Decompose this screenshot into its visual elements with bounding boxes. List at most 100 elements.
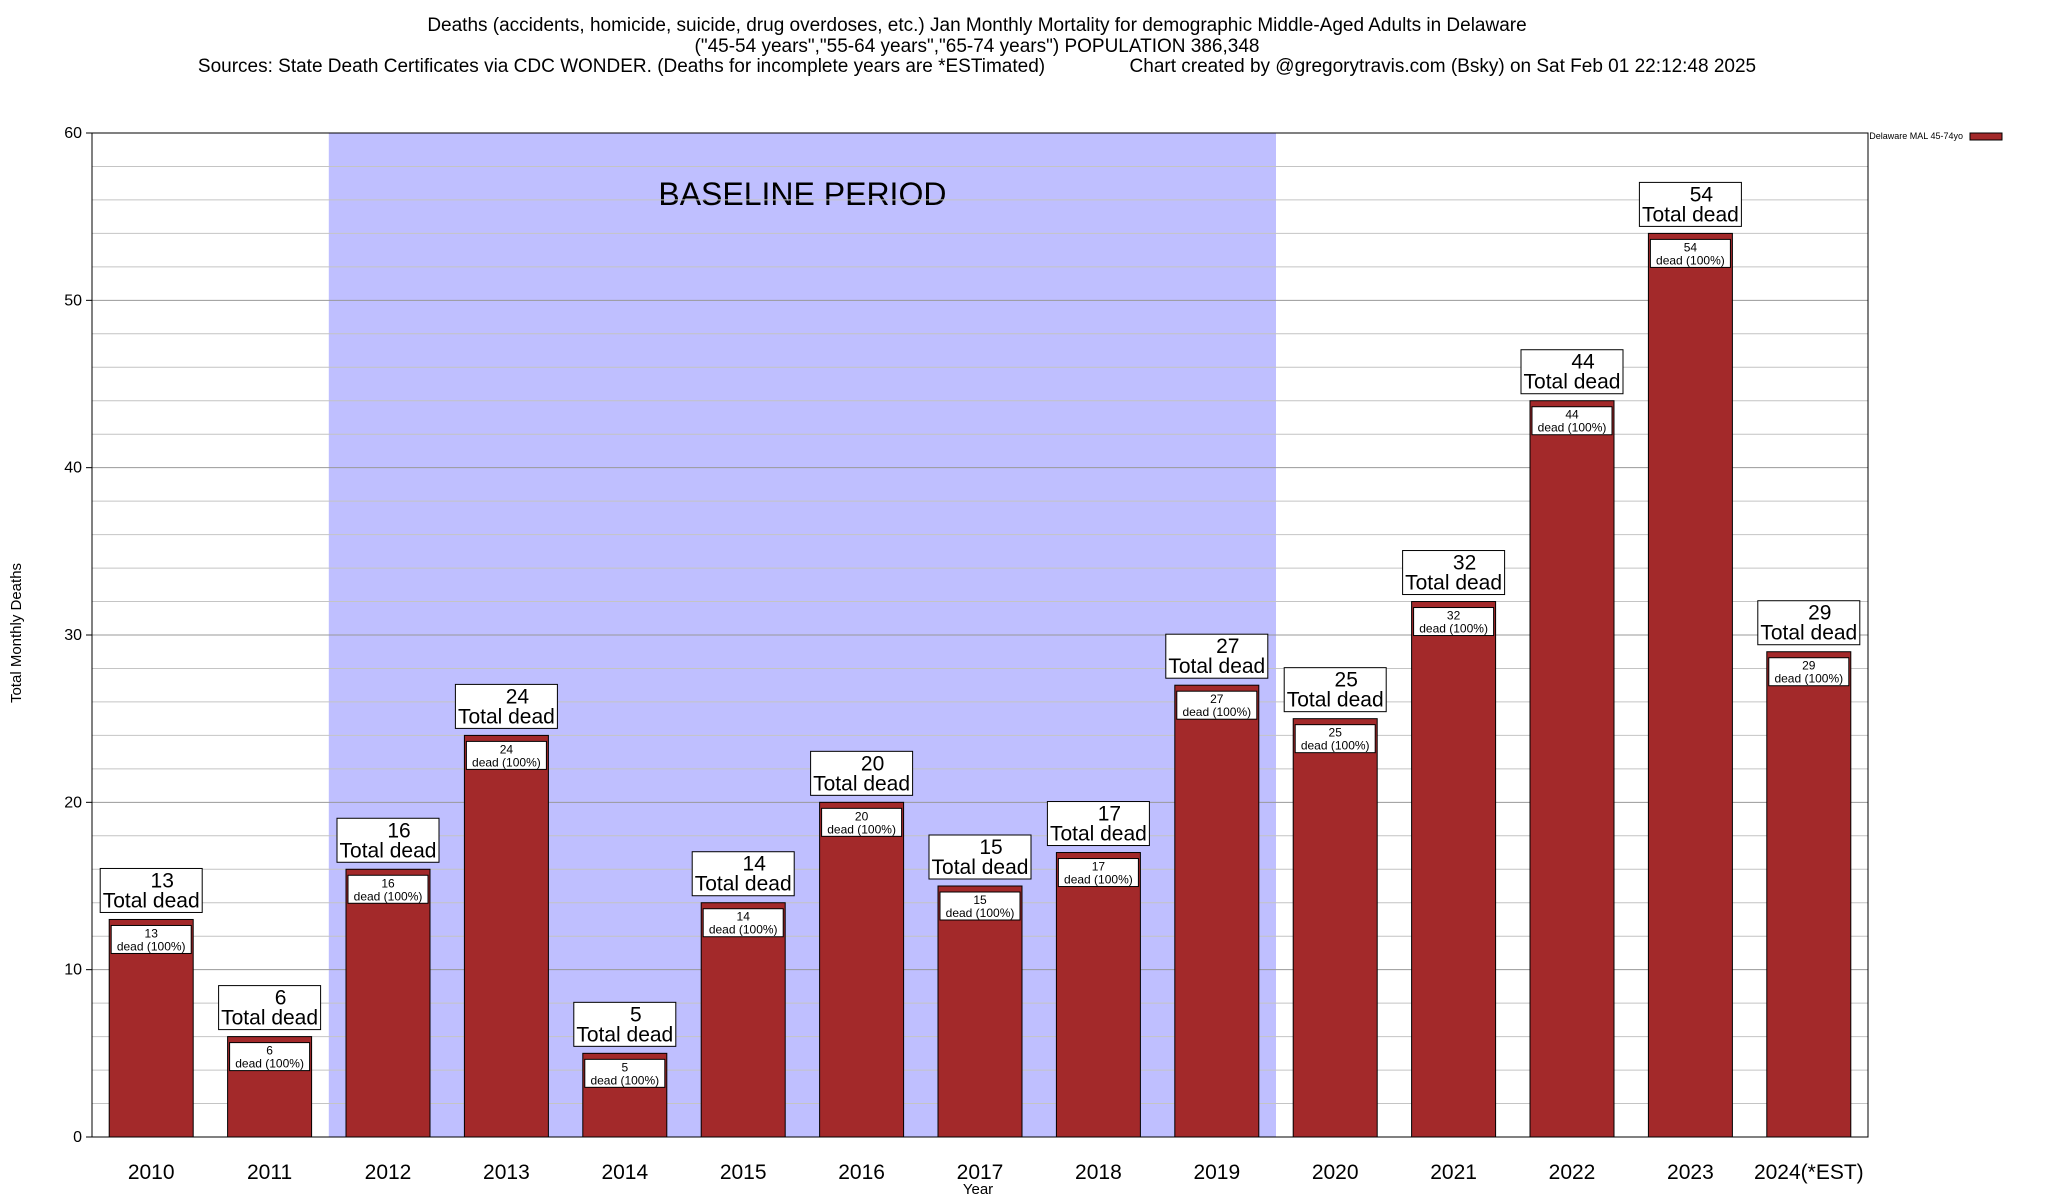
inner-label-text: dead (100%) bbox=[1419, 622, 1488, 636]
inner-label-value: 14 bbox=[737, 910, 751, 924]
inner-label-text: dead (100%) bbox=[827, 822, 896, 836]
inner-label-text: dead (100%) bbox=[1656, 253, 1725, 267]
inner-label-value: 32 bbox=[1447, 609, 1461, 623]
total-label-box bbox=[573, 1001, 677, 1047]
total-label-box bbox=[1402, 550, 1506, 596]
inner-label-value: 44 bbox=[1565, 408, 1579, 422]
inner-label-box bbox=[1531, 406, 1613, 436]
total-label-box bbox=[928, 834, 1032, 880]
inner-label-box bbox=[821, 807, 903, 837]
x-tick-label-2013: 2013 bbox=[483, 1161, 530, 1184]
inner-label-text: dead (100%) bbox=[590, 1073, 659, 1087]
total-label-value: 6 bbox=[275, 987, 287, 1010]
bar-2023 bbox=[1647, 232, 1733, 1138]
total-label-text: Total dead bbox=[1524, 371, 1621, 394]
bar-2021 bbox=[1411, 601, 1497, 1138]
inner-label-value: 17 bbox=[1092, 860, 1106, 874]
total-label-value: 20 bbox=[861, 752, 884, 775]
total-label-text: Total dead bbox=[340, 839, 437, 862]
inner-label-value: 29 bbox=[1802, 659, 1816, 673]
inner-label-value: 5 bbox=[621, 1060, 628, 1074]
inner-label-value: 27 bbox=[1210, 692, 1224, 706]
inner-label-text: dead (100%) bbox=[1538, 421, 1607, 435]
inner-label-box bbox=[1057, 858, 1139, 888]
y-tick-label-10: 10 bbox=[64, 962, 82, 979]
y-axis-label: Total Monthly Deaths bbox=[8, 563, 25, 703]
total-label-value: 16 bbox=[387, 819, 410, 842]
inner-label-value: 24 bbox=[500, 742, 514, 756]
y-tick-label-30: 30 bbox=[64, 627, 82, 644]
chart-title-line-1: Deaths (accidents, homicide, suicide, dr… bbox=[427, 15, 1526, 36]
total-label-text: Total dead bbox=[813, 772, 910, 795]
legend-entry-label: Delaware MAL 45-74yo bbox=[1869, 131, 1963, 141]
total-label-box bbox=[218, 985, 322, 1031]
inner-label-text: dead (100%) bbox=[1182, 705, 1251, 719]
total-label-value: 15 bbox=[979, 836, 1002, 859]
total-label-value: 5 bbox=[630, 1003, 642, 1026]
total-label-text: Total dead bbox=[103, 889, 200, 912]
legend: Delaware MAL 45-74yo bbox=[1869, 131, 2003, 141]
bar-2012 bbox=[345, 868, 431, 1138]
inner-label-box bbox=[1176, 690, 1258, 720]
inner-label-box bbox=[347, 874, 429, 904]
chart-title-line-2: ("45-54 years","55-64 years","65-74 year… bbox=[695, 36, 1260, 57]
total-label-text: Total dead bbox=[458, 705, 555, 728]
x-tick-label-2022: 2022 bbox=[1549, 1161, 1596, 1184]
bar-2017 bbox=[937, 885, 1023, 1138]
y-tick-label-0: 0 bbox=[73, 1129, 82, 1146]
inner-label-value: 13 bbox=[145, 926, 159, 940]
total-label-text: Total dead bbox=[1760, 622, 1857, 645]
total-label-value: 54 bbox=[1690, 183, 1714, 206]
total-label-text: Total dead bbox=[695, 873, 792, 896]
x-tick-label-2014: 2014 bbox=[601, 1161, 648, 1184]
x-tick-label-2015: 2015 bbox=[720, 1161, 767, 1184]
bar-2024(*EST) bbox=[1766, 651, 1852, 1138]
inner-label-text: dead (100%) bbox=[709, 923, 778, 937]
inner-label-value: 15 bbox=[973, 893, 987, 907]
inner-label-text: dead (100%) bbox=[946, 906, 1015, 920]
bar-2019 bbox=[1174, 684, 1260, 1138]
total-label-box bbox=[1165, 633, 1269, 679]
x-tick-label-2019: 2019 bbox=[1193, 1161, 1240, 1184]
bar-2010 bbox=[108, 918, 194, 1138]
total-label-text: Total dead bbox=[1642, 203, 1739, 226]
y-tick-label-50: 50 bbox=[64, 292, 82, 309]
total-label-box bbox=[1520, 349, 1624, 395]
inner-label-text: dead (100%) bbox=[117, 939, 186, 953]
total-label-text: Total dead bbox=[1168, 655, 1265, 678]
bar-2013 bbox=[463, 734, 549, 1138]
total-label-box bbox=[454, 683, 558, 729]
inner-label-text: dead (100%) bbox=[235, 1057, 304, 1071]
total-label-value: 25 bbox=[1335, 669, 1358, 692]
total-label-value: 24 bbox=[506, 685, 530, 708]
inner-label-text: dead (100%) bbox=[354, 889, 423, 903]
total-label-text: Total dead bbox=[1405, 572, 1502, 595]
inner-label-box bbox=[1768, 657, 1850, 687]
total-label-box bbox=[810, 750, 914, 796]
inner-label-box bbox=[229, 1042, 311, 1072]
total-label-text: Total dead bbox=[1050, 823, 1147, 846]
inner-label-box bbox=[939, 891, 1021, 921]
total-label-box bbox=[99, 867, 203, 913]
